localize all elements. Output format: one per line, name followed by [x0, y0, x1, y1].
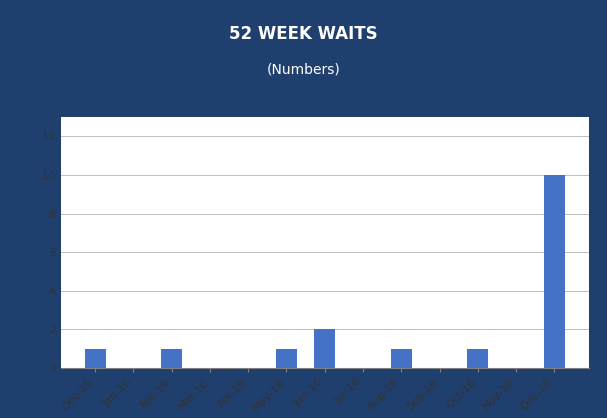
Bar: [391, 349, 412, 368]
Bar: [544, 175, 565, 368]
Bar: [161, 349, 182, 368]
Bar: [276, 349, 297, 368]
Bar: [314, 329, 335, 368]
Text: (Numbers): (Numbers): [266, 62, 341, 76]
Text: 52 WEEK WAITS: 52 WEEK WAITS: [229, 25, 378, 43]
Bar: [467, 349, 488, 368]
Bar: [85, 349, 106, 368]
